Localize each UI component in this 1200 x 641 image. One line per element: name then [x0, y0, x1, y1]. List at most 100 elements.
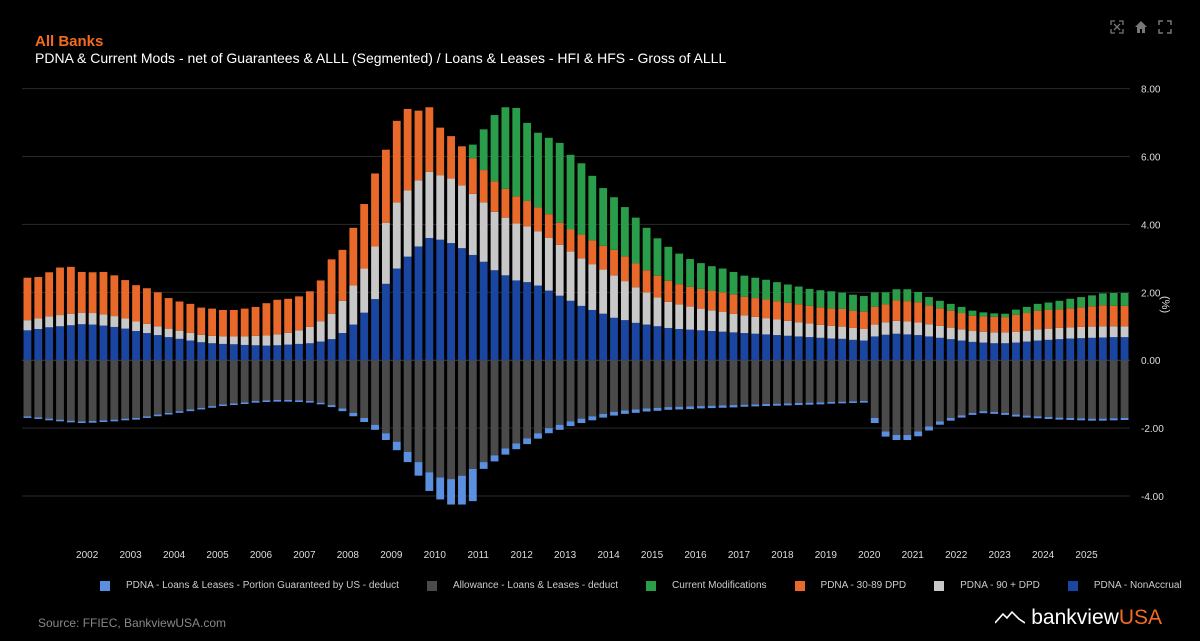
bar-allowance [631, 360, 640, 410]
bar-dpd30 [143, 288, 151, 324]
legend-label: PDNA - 90 + DPD [960, 580, 1040, 591]
bar-mods [479, 129, 488, 171]
bar-guaranteed [642, 408, 651, 412]
bar-allowance [686, 360, 694, 407]
bar-dpd30 [849, 310, 857, 328]
legend-item-dpd30[interactable]: PDNA - 30-89 DPD [794, 580, 906, 591]
bar-nonaccrual [403, 256, 412, 361]
home-icon[interactable] [1134, 20, 1148, 34]
bar-allowance [1044, 360, 1053, 417]
bar-guaranteed [501, 448, 510, 455]
bar-dpd90 [403, 190, 412, 257]
bar-dpd30 [555, 222, 564, 245]
bar-dpd90 [501, 217, 510, 276]
bar-nonaccrual [371, 299, 379, 361]
bar-allowance [240, 360, 249, 403]
bar-nonaccrual [305, 343, 314, 361]
chart-toolbar [1110, 20, 1172, 34]
bar-allowance [968, 360, 977, 413]
bar-dpd90 [925, 324, 933, 337]
bar-guaranteed [219, 404, 227, 407]
y-tick-label: 0.00 [1141, 356, 1161, 367]
bar-nonaccrual [349, 324, 358, 361]
bar-nonaccrual [718, 331, 727, 361]
bar-allowance [664, 360, 673, 408]
bar-guaranteed [751, 404, 760, 407]
bar-nonaccrual [468, 254, 477, 361]
bar-guaranteed [1098, 418, 1107, 421]
bar-mods [534, 132, 542, 208]
bar-dpd90 [458, 185, 466, 249]
bar-dpd30 [327, 259, 336, 314]
bar-dpd30 [490, 181, 499, 212]
bar-nonaccrual [186, 340, 195, 361]
bar-guaranteed [566, 421, 575, 427]
bar-dpd90 [392, 202, 401, 269]
bar-dpd30 [153, 292, 162, 327]
bar-guaranteed [305, 400, 314, 403]
autoscale-icon[interactable] [1110, 20, 1124, 34]
bar-nonaccrual [1055, 339, 1064, 361]
bar-dpd30 [1109, 305, 1118, 327]
bar-nonaccrual [110, 326, 119, 361]
x-tick-label: 2025 [1075, 550, 1098, 561]
bar-dpd90 [490, 211, 499, 271]
bar-mods [555, 142, 564, 223]
bar-guaranteed [360, 417, 369, 423]
bar-allowance [88, 360, 97, 422]
legend-item-nonaccrual[interactable]: PDNA - NonAccrual [1067, 580, 1182, 591]
legend-swatch [646, 580, 657, 591]
y-tick-label: 4.00 [1141, 220, 1161, 231]
bar-dpd90 [77, 312, 86, 325]
bar-nonaccrual [262, 345, 271, 361]
fullscreen-icon[interactable] [1158, 20, 1172, 34]
bar-dpd30 [675, 284, 684, 305]
bar-allowance [534, 360, 542, 434]
bar-dpd30 [121, 280, 130, 319]
bar-allowance [284, 360, 293, 400]
bar-allowance [718, 360, 727, 406]
legend-label: PDNA - Loans & Leases - Portion Guarante… [126, 580, 399, 591]
x-tick-label: 2005 [206, 550, 229, 561]
bar-nonaccrual [566, 300, 575, 361]
bar-dpd90 [295, 330, 303, 344]
bar-dpd90 [316, 321, 325, 342]
bar-allowance [599, 360, 608, 414]
bar-dpd90 [534, 231, 542, 286]
bar-allowance [1012, 360, 1020, 415]
bar-mods [794, 286, 803, 305]
bar-allowance [479, 360, 488, 463]
bar-nonaccrual [1098, 337, 1107, 361]
bar-dpd30 [740, 296, 749, 316]
bar-mods [1055, 300, 1064, 310]
bar-guaranteed [88, 421, 97, 423]
bar-dpd90 [697, 308, 705, 331]
bar-guaranteed [1055, 417, 1064, 420]
x-tick-label: 2009 [380, 550, 403, 561]
bar-guaranteed [675, 406, 684, 410]
bar-dpd30 [23, 277, 32, 321]
bar-dpd30 [479, 170, 488, 203]
legend-item-allowance[interactable]: Allowance - Loans & Leases - deduct [426, 580, 618, 591]
bar-nonaccrual [903, 334, 912, 361]
bar-nonaccrual [1044, 339, 1053, 361]
bar-mods [544, 137, 553, 215]
bar-dpd30 [544, 214, 553, 238]
bar-guaranteed [968, 412, 977, 415]
legend-swatch [934, 580, 945, 591]
legend-item-mods[interactable]: Current Modifications [646, 580, 767, 591]
bar-nonaccrual [534, 285, 542, 361]
legend-item-guaranteed[interactable]: PDNA - Loans & Leases - Portion Guarante… [100, 580, 399, 591]
bar-dpd90 [229, 336, 238, 345]
bar-mods [1066, 298, 1075, 309]
bar-nonaccrual [664, 327, 673, 361]
bar-nonaccrual [251, 345, 260, 361]
bar-nonaccrual [392, 268, 401, 361]
bar-allowance [740, 360, 749, 405]
bar-dpd90 [870, 324, 879, 337]
bar-allowance [229, 360, 238, 404]
bar-allowance [251, 360, 260, 401]
legend-item-dpd90[interactable]: PDNA - 90 + DPD [934, 580, 1040, 591]
bar-allowance [805, 360, 814, 403]
x-tick-label: 2017 [728, 550, 751, 561]
